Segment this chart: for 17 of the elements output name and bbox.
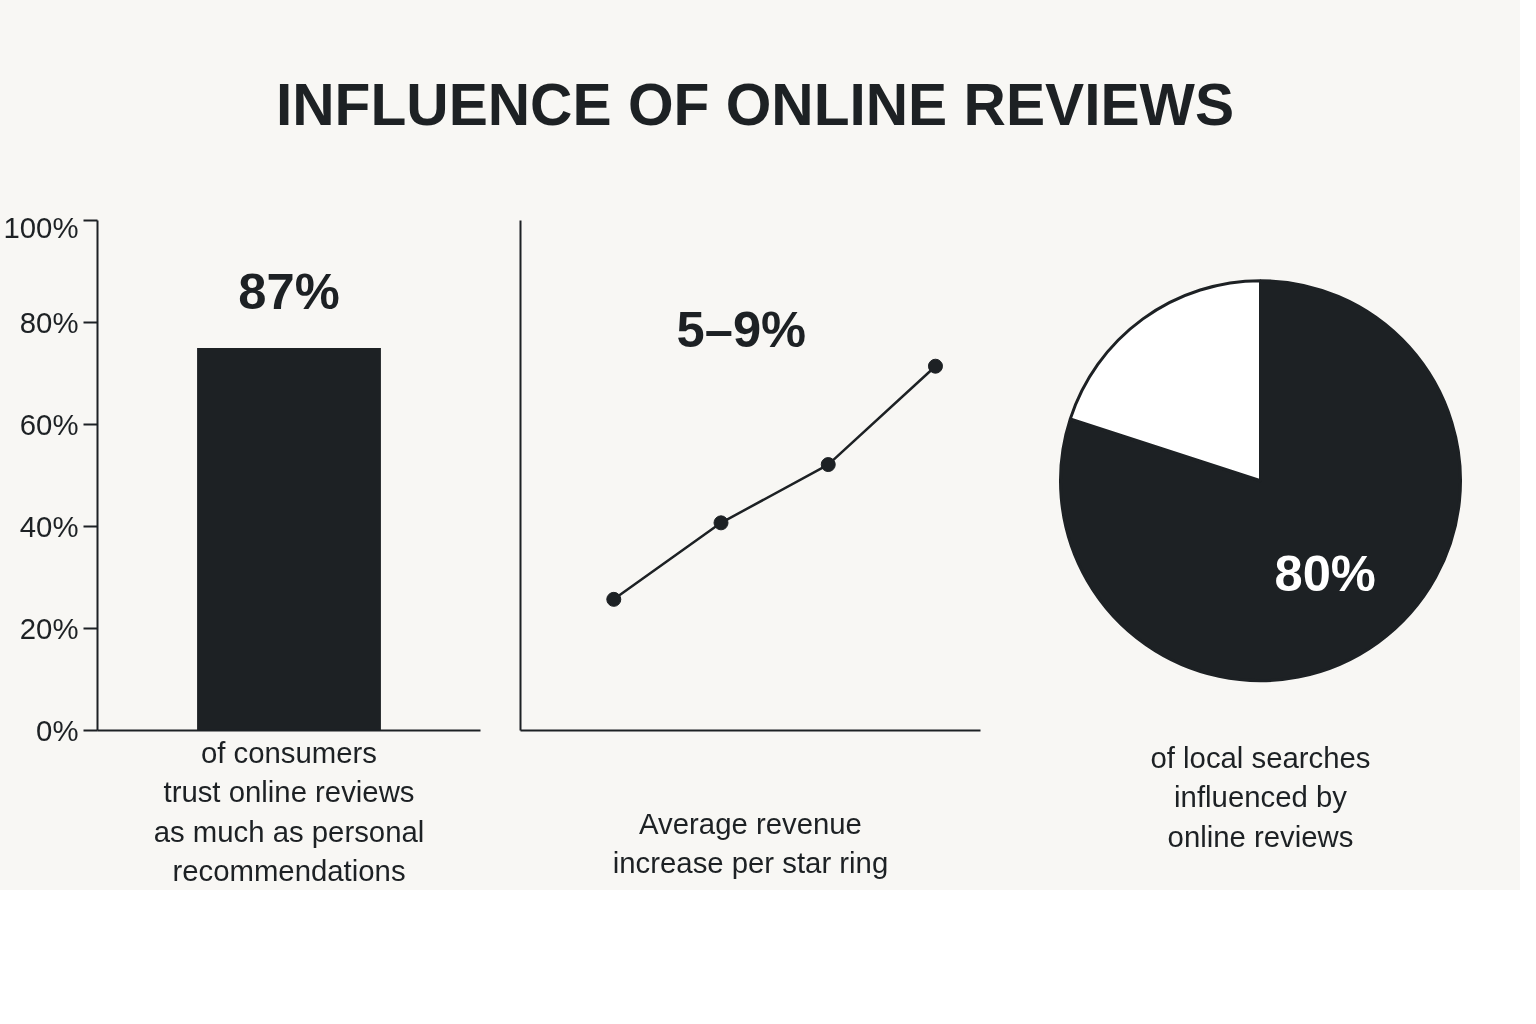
x-axis-title: Average revenue increase per star ring — [612, 806, 889, 880]
annotation: 87% — [238, 263, 340, 321]
data-label: 80% — [1274, 544, 1376, 602]
point — [606, 591, 622, 607]
y-tick-label: 100% — [3, 210, 79, 244]
text: INFLUENCE OF ONLINE REVIEWS — [275, 71, 1235, 139]
y-tick-label: 20% — [19, 612, 79, 645]
y-tick-label: 80% — [19, 306, 79, 339]
point — [927, 358, 943, 374]
y-tick-label: 60% — [19, 408, 79, 441]
y-tick-label: 40% — [19, 510, 79, 543]
text: 5–9% — [676, 301, 807, 359]
point — [713, 515, 729, 531]
point — [820, 457, 836, 473]
y-tick-label: 0% — [36, 714, 79, 747]
x-axis-title: of consumers trust online reviews as much as personal recommendations — [153, 735, 425, 888]
text: of local searches influenced by online reviews — [1150, 740, 1371, 853]
